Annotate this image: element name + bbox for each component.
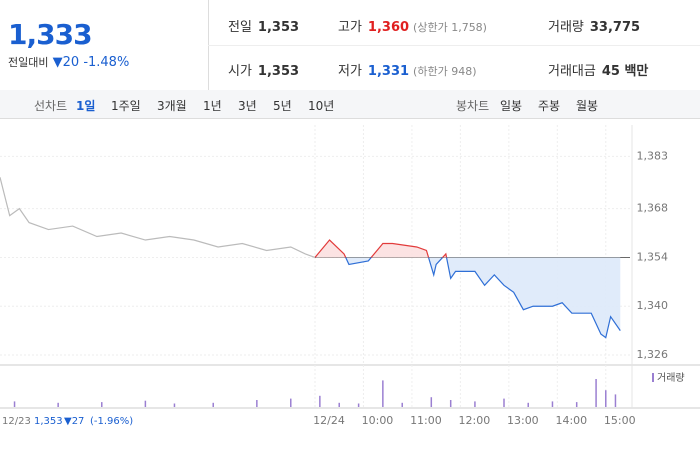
stat-note: (하한가 948) [413,65,477,78]
tab[interactable]: 주봉 [538,99,561,113]
x-tick-label: 14:00 [555,414,587,427]
stat: 저가 1,331 (하한가 948) [338,60,476,79]
x-tick-label: 11:00 [410,414,442,427]
stat-value: 33,775 [589,20,641,35]
tab-group-label: 봉차트 [456,99,490,113]
y-tick-label: 1,354 [637,250,669,263]
legend-label: 거래량 [657,372,685,384]
y-tick-label: 1,383 [637,149,669,162]
price-line [0,177,316,259]
tab[interactable]: 10년 [308,99,335,113]
stat-label: 저가 [338,64,362,79]
tab[interactable]: 월봉 [576,99,599,113]
stat: 거래대금 45 백만 [548,60,648,79]
stat-value: 1,353 [257,64,300,79]
x-tick-label: 13:00 [507,414,539,427]
stat-note: (상한가 1,758) [413,21,487,34]
tab[interactable]: 3년 [238,99,257,113]
x-tick-label: 12/24 [313,414,345,427]
x-tick-label: 12:00 [459,414,491,427]
stat: 거래량 33,775 [548,16,640,35]
x-tick-label: 10:00 [362,414,394,427]
footer-text: 12/23 [2,416,31,427]
stat-value: 1,360 [367,20,410,35]
price: 1,333 [8,18,93,51]
change-value: ▼20 [52,55,80,70]
legend-swatch [652,373,654,382]
stat: 전일 1,353 [228,16,299,35]
tab[interactable]: 1주일 [111,99,141,113]
tab[interactable]: 3개월 [157,99,187,113]
tab[interactable]: 일봉 [500,99,523,113]
stat-label: 거래량 [548,20,584,35]
stat-value: 1,353 [257,20,300,35]
change-label: 전일대비 [8,56,49,69]
area-fill [315,240,621,338]
stat-label: 전일 [228,20,252,35]
stat-label: 거래대금 [548,64,596,79]
change: 전일대비 ▼20 -1.48% [8,54,129,70]
tab-bar: 선차트 1일 1주일 3개월 1년 3년 5년 10년 봉차트 일봉 주봉 월봉 [0,90,700,119]
footer-text: ▼27 [64,416,84,427]
stat: 시가 1,353 [228,60,299,79]
tab[interactable]: 1일 [76,99,96,113]
stat-value: 1,331 [367,64,410,79]
footer-text: (-1.96%) [90,416,133,427]
tab-group-label: 선차트 [34,99,68,113]
stat: 고가 1,360 (상한가 1,758) [338,16,487,35]
y-tick-label: 1,326 [637,348,669,361]
stat-value: 45 백만 [601,64,649,79]
price-line [314,239,621,339]
tab[interactable]: 1년 [203,99,222,113]
x-tick-label: 15:00 [604,414,636,427]
y-tick-label: 1,368 [637,202,669,215]
change-rate: -1.48% [83,55,130,70]
stat-label: 시가 [228,64,252,79]
footer-text: 1,353 [34,416,63,427]
y-tick-label: 1,340 [637,299,669,312]
tab[interactable]: 5년 [273,99,292,113]
header: 1,333 전일대비 ▼20 -1.48% 전일 1,353 고가 1,360 (상한가… [0,0,700,91]
stat-label: 고가 [338,20,362,35]
